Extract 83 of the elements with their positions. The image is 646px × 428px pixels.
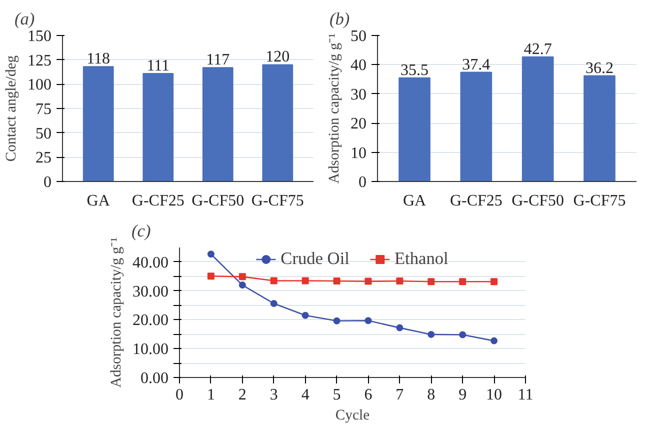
x-tick-label: 5: [332, 386, 341, 404]
point: [302, 277, 309, 284]
x-tick-label: G-CF25: [450, 192, 502, 210]
bar: [460, 72, 492, 182]
bar: [202, 67, 234, 182]
x-tick-label: G-CF75: [573, 192, 626, 210]
point: [270, 300, 278, 308]
x-tick-label: GA: [402, 192, 426, 210]
point: [238, 273, 246, 280]
x-tick-label: GA: [86, 192, 110, 210]
y-tick-label: 40.00: [132, 254, 168, 272]
x-tick-label: 9: [458, 386, 467, 404]
data-label: 118: [86, 50, 110, 68]
y-tick-label: 75: [36, 101, 52, 118]
point: [459, 331, 466, 338]
x-tick-label: G-CF75: [251, 192, 304, 210]
y-tick-label: 50: [350, 28, 366, 45]
x-tick-label: G-CF50: [512, 192, 564, 210]
y-tick-label: 125: [28, 52, 52, 70]
bar: [398, 77, 430, 182]
point: [364, 317, 372, 324]
point: [207, 272, 214, 280]
x-tick-label: 1: [206, 386, 215, 404]
bar: [262, 64, 294, 182]
x-tick-label: G-CF50: [192, 192, 244, 210]
point: [428, 278, 435, 286]
point: [459, 278, 466, 286]
y-axis-title: Adsorption capacity/g g⁻¹: [108, 237, 124, 388]
y-tick-label: 10: [350, 144, 366, 162]
bar: [82, 66, 114, 182]
y-tick-label: 50: [36, 125, 52, 142]
x-tick-label: G-CF25: [132, 192, 184, 210]
y-tick-label: 30.00: [132, 283, 168, 300]
y-tick-label: 20: [350, 116, 366, 133]
y-tick-label: 20.00: [132, 312, 168, 330]
y-tick-label: 10.00: [132, 341, 168, 358]
x-tick-label: 6: [364, 386, 372, 404]
bar: [584, 75, 616, 182]
x-tick-label: 4: [301, 386, 310, 404]
data-label: 120: [266, 48, 290, 66]
point: [238, 282, 246, 289]
y-axis-title: Adsorption capacity/g g⁻¹: [326, 33, 342, 184]
legend-label: Crude Oil: [280, 249, 350, 269]
chart-title: (b): [330, 10, 350, 28]
y-tick-label: 0: [44, 174, 52, 191]
x-tick-label: 11: [518, 386, 534, 404]
x-tick-label: 8: [427, 386, 436, 404]
y-tick-label: 100: [28, 76, 52, 94]
legend-label: Ethanol: [394, 249, 448, 269]
x-axis-title: Cycle: [335, 408, 370, 424]
data-label: 117: [206, 52, 230, 69]
x-tick-label: 3: [270, 386, 278, 404]
chart-title: (a): [14, 10, 35, 28]
data-label: 35.5: [400, 62, 428, 79]
point: [396, 278, 404, 285]
point: [270, 277, 278, 284]
bar: [522, 56, 554, 182]
y-tick-label: 150: [28, 28, 52, 45]
point: [333, 278, 340, 285]
data-label: 37.4: [462, 56, 490, 74]
point: [302, 312, 309, 319]
point: [207, 250, 214, 258]
y-tick-label: 25: [36, 150, 52, 167]
y-tick-label: 0: [358, 174, 366, 191]
y-tick-label: 0.00: [140, 370, 168, 387]
x-tick-label: 2: [238, 386, 246, 404]
y-tick-label: 40: [350, 57, 366, 74]
data-label: 42.7: [524, 40, 552, 58]
point: [396, 324, 404, 332]
chart-title: (c): [132, 222, 151, 240]
point: [490, 337, 498, 344]
point: [333, 317, 340, 324]
point: [364, 278, 372, 285]
data-label: 36.2: [586, 60, 614, 77]
x-tick-label: 7: [396, 386, 404, 404]
y-axis-title: Contact angle/deg: [4, 54, 20, 162]
x-tick-label: 0: [176, 386, 184, 404]
point: [428, 330, 435, 338]
y-tick-label: 30: [350, 86, 366, 104]
data-label: 111: [146, 57, 170, 74]
bar: [142, 72, 174, 182]
point: [490, 278, 498, 286]
x-tick-label: 10: [486, 386, 502, 404]
